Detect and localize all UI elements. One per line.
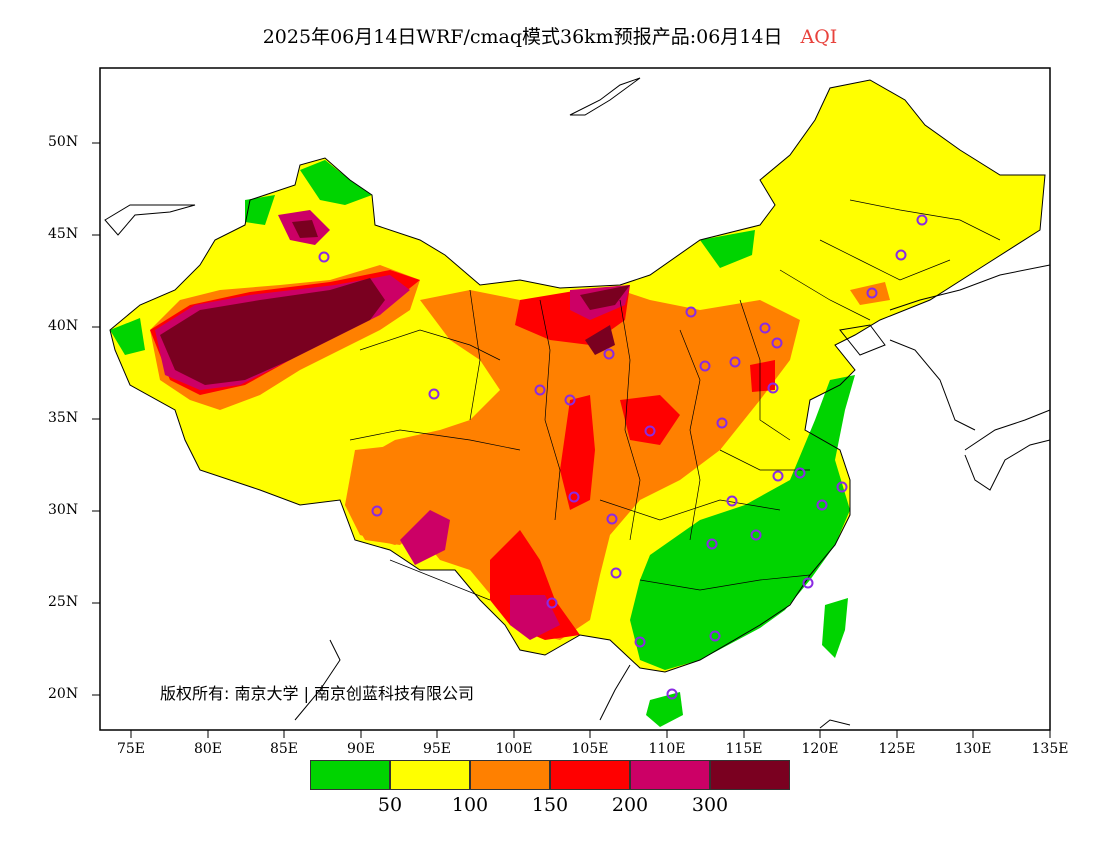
- station-marker: [771, 337, 783, 349]
- lat-label: 50N: [48, 134, 79, 150]
- lon-label: 105E: [571, 741, 609, 757]
- station-marker: [709, 630, 721, 642]
- legend-break-label: 150: [531, 794, 569, 816]
- orange-northeast: [850, 282, 890, 305]
- green-hainan: [646, 692, 683, 727]
- green-southeast: [630, 375, 855, 670]
- orange-tibet: [345, 445, 440, 545]
- lat-label: 30N: [48, 502, 79, 518]
- lon-label: 135E: [1031, 741, 1069, 757]
- green-taiwan: [822, 598, 848, 658]
- station-marker: [564, 394, 576, 406]
- lon-label: 75E: [116, 741, 146, 757]
- station-marker: [816, 499, 828, 511]
- station-markers: [318, 214, 928, 700]
- maroon-shaanxi: [585, 325, 615, 355]
- variable-label: AQI: [800, 26, 838, 48]
- station-marker: [634, 636, 646, 648]
- station-marker: [729, 356, 741, 368]
- maroon-taklamakan: [160, 278, 385, 385]
- legend-swatch: [310, 760, 390, 790]
- title-text: 2025年06月14日WRF/cmaq模式36km预报产品:06月14日: [262, 26, 783, 48]
- station-marker: [759, 322, 771, 334]
- station-marker: [802, 577, 814, 589]
- aqi-legend: [310, 760, 790, 792]
- green-northwest-a: [245, 195, 275, 225]
- station-marker: [371, 505, 383, 517]
- red-sichuan: [560, 395, 595, 510]
- station-marker: [699, 360, 711, 372]
- province-borders: [349, 199, 1001, 601]
- legend-break-label: 100: [451, 794, 489, 816]
- station-marker: [534, 384, 546, 396]
- station-marker: [916, 214, 928, 226]
- station-marker: [726, 495, 738, 507]
- legend-swatch: [550, 760, 630, 790]
- station-marker: [772, 470, 784, 482]
- green-west: [110, 318, 145, 355]
- lon-label: 85E: [269, 741, 299, 757]
- legend-swatch: [710, 760, 790, 790]
- station-marker: [895, 249, 907, 261]
- station-marker: [610, 567, 622, 579]
- lon-label: 115E: [725, 741, 763, 757]
- maroon-innermongolia: [580, 285, 630, 310]
- magenta-yunnan: [510, 595, 560, 640]
- legend-swatch: [630, 760, 710, 790]
- lon-label: 100E: [495, 741, 533, 757]
- magenta-tibet: [400, 510, 450, 565]
- station-marker: [568, 491, 580, 503]
- station-marker: [666, 688, 678, 700]
- station-marker: [428, 388, 440, 400]
- legend-swatch: [470, 760, 550, 790]
- station-marker: [836, 481, 848, 493]
- station-marker: [606, 513, 618, 525]
- station-marker: [706, 538, 718, 550]
- legend-break-label: 300: [691, 794, 729, 816]
- lon-label: 125E: [878, 741, 916, 757]
- legend-break-label: 200: [611, 794, 649, 816]
- lat-label: 20N: [48, 686, 79, 702]
- maroon-north: [292, 220, 318, 238]
- lon-label: 110E: [648, 741, 686, 757]
- station-marker: [866, 287, 878, 299]
- lon-label: 130E: [954, 741, 992, 757]
- copyright-notice: 版权所有: 南京大学 | 南京创蓝科技有限公司: [160, 684, 475, 703]
- lon-label: 120E: [801, 741, 839, 757]
- station-marker: [716, 417, 728, 429]
- axis-ticks: [92, 142, 1051, 738]
- station-marker: [644, 425, 656, 437]
- station-marker: [546, 597, 558, 609]
- map-title: 2025年06月14日WRF/cmaq模式36km预报产品:06月14日 AQI: [0, 22, 1100, 49]
- green-north: [700, 230, 755, 268]
- lat-label: 45N: [48, 226, 79, 242]
- lat-label: 40N: [48, 318, 79, 334]
- lat-label: 25N: [48, 594, 79, 610]
- station-marker: [603, 348, 615, 360]
- legend-swatch: [390, 760, 470, 790]
- station-marker: [750, 529, 762, 541]
- legend-break-label: 50: [377, 794, 403, 816]
- station-marker: [794, 467, 806, 479]
- station-marker: [685, 306, 697, 318]
- lon-label: 90E: [346, 741, 376, 757]
- foreign-coastlines: [104, 77, 1051, 729]
- lat-label: 35N: [48, 410, 79, 426]
- red-central: [620, 395, 680, 445]
- station-marker: [318, 251, 330, 263]
- lon-label: 95E: [422, 741, 452, 757]
- green-northwest-b: [300, 160, 372, 205]
- lon-label: 80E: [193, 741, 223, 757]
- china-outline: [109, 79, 1046, 673]
- red-hebei: [750, 360, 775, 392]
- station-marker: [767, 382, 779, 394]
